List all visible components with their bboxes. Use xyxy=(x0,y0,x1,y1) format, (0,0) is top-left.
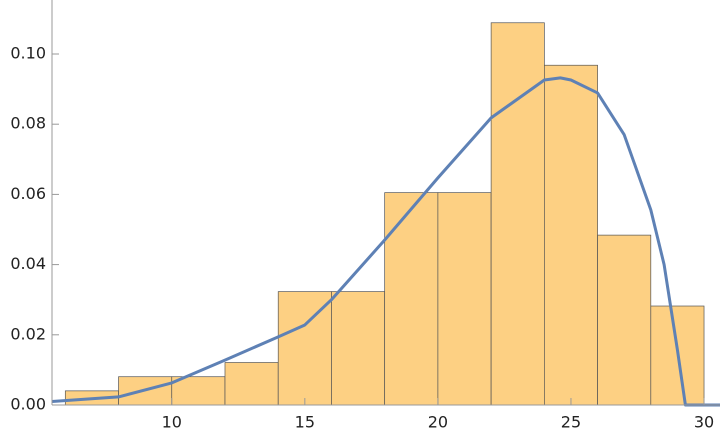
x-tick-label: 10 xyxy=(162,413,182,432)
y-tick-label: 0.02 xyxy=(10,324,46,343)
bar xyxy=(277,291,332,406)
bar xyxy=(171,376,226,406)
bar xyxy=(437,192,492,406)
y-tick-label: 0.10 xyxy=(10,44,46,63)
bar xyxy=(331,291,386,406)
x-tick-label: 20 xyxy=(428,413,448,432)
bar xyxy=(597,234,652,406)
y-tick-label: 0.00 xyxy=(10,395,46,414)
x-tick-label: 30 xyxy=(694,413,714,432)
y-tick-label: 0.04 xyxy=(10,254,46,273)
x-tick-label: 15 xyxy=(295,413,315,432)
y-tick-label: 0.06 xyxy=(10,184,46,203)
bar xyxy=(384,192,439,406)
bar xyxy=(224,362,279,406)
density-curve xyxy=(51,76,720,407)
y-tick-label: 0.08 xyxy=(10,114,46,133)
x-tick-label: 25 xyxy=(561,413,581,432)
bar xyxy=(544,64,598,406)
bar xyxy=(490,22,545,406)
